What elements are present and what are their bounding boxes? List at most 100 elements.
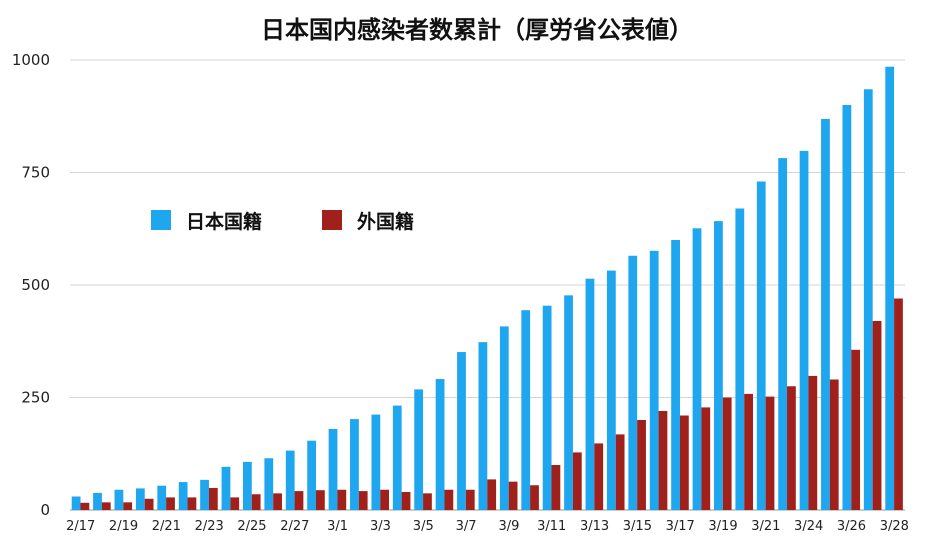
- x-tick-label: 3/9: [498, 519, 519, 534]
- bar-foreign: [808, 375, 818, 510]
- bar-japanese: [649, 250, 659, 511]
- bar-japanese: [264, 458, 274, 510]
- bar-foreign: [423, 493, 432, 510]
- bar-japanese: [285, 450, 295, 510]
- bar-japanese: [114, 489, 124, 510]
- bar-foreign: [872, 321, 882, 510]
- bar-foreign: [894, 298, 903, 510]
- bar-japanese: [863, 89, 873, 510]
- bar-foreign: [230, 497, 240, 510]
- bar-foreign: [316, 490, 325, 510]
- bar-foreign: [465, 489, 475, 510]
- bar-japanese: [821, 118, 830, 510]
- bar-foreign: [722, 397, 732, 510]
- x-tick-label: 3/21: [751, 519, 780, 534]
- bar-foreign: [80, 502, 90, 510]
- bar-foreign: [380, 489, 390, 510]
- bar-foreign: [508, 481, 518, 510]
- bar-japanese: [242, 461, 252, 510]
- bar-japanese: [200, 479, 209, 510]
- x-tick-label: 3/24: [794, 519, 823, 534]
- bar-foreign: [208, 487, 218, 510]
- x-tick-label: 3/13: [580, 519, 609, 534]
- bar-foreign: [123, 502, 133, 510]
- bar-japanese: [178, 482, 188, 510]
- bar-japanese: [457, 352, 466, 510]
- x-tick-label: 3/28: [880, 519, 909, 534]
- bar-japanese: [585, 278, 595, 510]
- bar-foreign: [273, 493, 282, 510]
- x-tick-label: 2/17: [66, 519, 95, 534]
- bar-foreign: [701, 407, 711, 510]
- bar-japanese: [692, 228, 702, 511]
- bar-japanese: [71, 496, 81, 510]
- y-tick-label: 1000: [12, 51, 50, 69]
- bar-japanese: [307, 440, 317, 510]
- bar-japanese: [606, 270, 616, 510]
- bar-foreign: [358, 491, 368, 510]
- legend-label-japanese: 日本国籍: [186, 210, 262, 233]
- y-tick-label: 750: [21, 164, 50, 182]
- legend-swatch-japanese: [151, 210, 171, 230]
- bar-japanese: [221, 466, 231, 510]
- bar-foreign: [444, 489, 454, 510]
- bar-foreign: [101, 502, 111, 510]
- bar-japanese: [414, 389, 424, 510]
- bar-japanese: [842, 105, 852, 510]
- x-tick-label: 3/1: [327, 519, 348, 534]
- bar-japanese: [542, 305, 552, 510]
- bar-foreign: [829, 379, 839, 510]
- y-tick-label: 250: [21, 389, 50, 407]
- bar-japanese: [328, 429, 338, 510]
- x-tick-label: 3/26: [837, 519, 866, 534]
- legend-swatch-foreign: [322, 210, 342, 230]
- bar-japanese: [628, 255, 638, 510]
- bar-foreign: [144, 498, 154, 510]
- y-tick-label: 0: [40, 501, 50, 519]
- x-tick-label: 2/21: [152, 519, 181, 534]
- x-tick-label: 2/19: [109, 519, 138, 534]
- bar-japanese: [135, 488, 145, 510]
- x-tick-label: 3/3: [370, 519, 391, 534]
- bar-japanese: [350, 419, 359, 510]
- legend: 日本国籍 外国籍: [151, 210, 414, 233]
- bar-foreign: [765, 396, 775, 510]
- x-tick-label: 2/27: [280, 519, 309, 534]
- x-tick-label: 3/11: [537, 519, 566, 534]
- bar-foreign: [187, 497, 197, 510]
- legend-label-foreign: 外国籍: [357, 210, 414, 233]
- x-tick-label: 3/15: [623, 519, 652, 534]
- bar-japanese: [778, 158, 788, 510]
- x-tick-label: 2/23: [195, 519, 224, 534]
- bar-japanese: [885, 66, 895, 510]
- bar-japanese: [499, 326, 509, 510]
- bar-japanese: [93, 492, 102, 510]
- bar-foreign: [572, 452, 582, 510]
- x-tick-label: 3/7: [456, 519, 477, 534]
- bar-japanese: [371, 414, 381, 510]
- bar-japanese: [521, 310, 531, 510]
- bar-japanese: [735, 208, 745, 510]
- bar-foreign: [594, 443, 604, 510]
- bar-foreign: [401, 492, 411, 510]
- y-tick-label: 500: [21, 276, 50, 294]
- bar-foreign: [337, 489, 347, 510]
- x-tick-label: 3/19: [708, 519, 737, 534]
- x-tick-label: 3/17: [666, 519, 695, 534]
- x-tick-label: 2/25: [237, 519, 266, 534]
- bar-foreign: [294, 491, 304, 510]
- bar-japanese: [157, 485, 167, 510]
- chart-title: 日本国内感染者数累計（厚労省公表値）: [261, 16, 693, 44]
- bar-foreign: [744, 393, 753, 510]
- bar-japanese: [756, 181, 766, 510]
- bar-japanese: [435, 379, 445, 510]
- bar-japanese: [392, 405, 402, 510]
- bar-foreign: [551, 465, 561, 510]
- bar-foreign: [679, 415, 689, 510]
- x-axis-ticks: 2/17 2/19 2/21 2/23 2/25 2/27 3/1 3/3 3/5 3/7 3/9 3…: [66, 519, 909, 534]
- bar-foreign: [851, 349, 861, 510]
- bars: [71, 66, 903, 511]
- bar-foreign: [251, 494, 261, 510]
- bar-japanese: [478, 342, 488, 510]
